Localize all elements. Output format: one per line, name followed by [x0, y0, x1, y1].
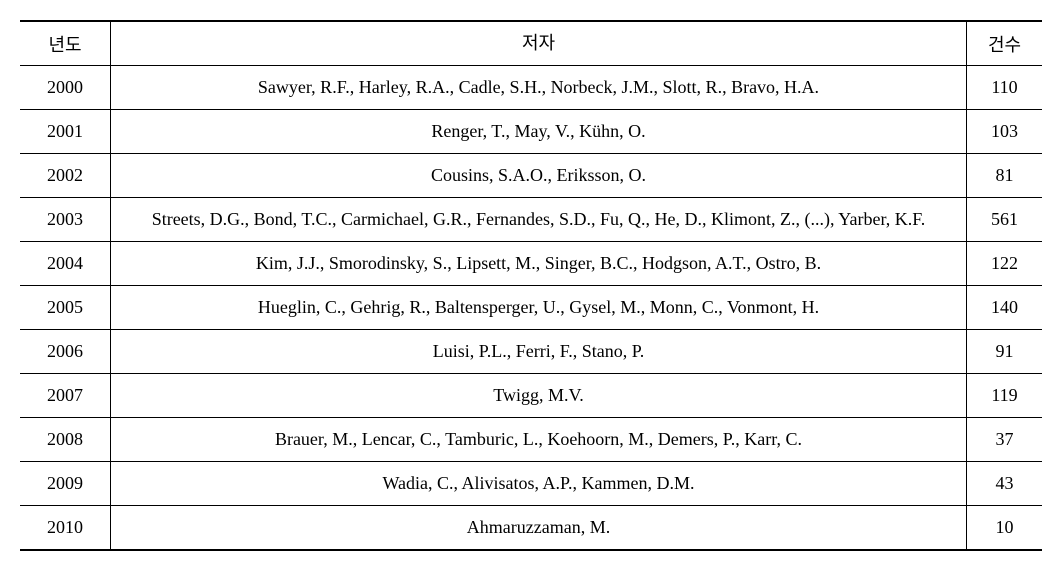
- cell-year: 2004: [20, 242, 111, 286]
- cell-count: 561: [967, 198, 1043, 242]
- table-row: 2007 Twigg, M.V. 119: [20, 374, 1042, 418]
- table-row: 2001 Renger, T., May, V., Kühn, O. 103: [20, 110, 1042, 154]
- cell-count: 10: [967, 506, 1043, 551]
- cell-year: 2009: [20, 462, 111, 506]
- cell-count: 122: [967, 242, 1043, 286]
- table-row: 2003 Streets, D.G., Bond, T.C., Carmicha…: [20, 198, 1042, 242]
- cell-year: 2001: [20, 110, 111, 154]
- header-year: 년도: [20, 21, 111, 66]
- header-author: 저자: [111, 21, 967, 66]
- cell-author: Brauer, M., Lencar, C., Tamburic, L., Ko…: [111, 418, 967, 462]
- cell-count: 43: [967, 462, 1043, 506]
- table-row: 2000 Sawyer, R.F., Harley, R.A., Cadle, …: [20, 66, 1042, 110]
- table-row: 2010 Ahmaruzzaman, M. 10: [20, 506, 1042, 551]
- header-count: 건수: [967, 21, 1043, 66]
- cell-author: Cousins, S.A.O., Eriksson, O.: [111, 154, 967, 198]
- data-table: 년도 저자 건수 2000 Sawyer, R.F., Harley, R.A.…: [20, 20, 1042, 551]
- cell-year: 2006: [20, 330, 111, 374]
- cell-year: 2005: [20, 286, 111, 330]
- cell-count: 119: [967, 374, 1043, 418]
- table-row: 2004 Kim, J.J., Smorodinsky, S., Lipsett…: [20, 242, 1042, 286]
- table-row: 2008 Brauer, M., Lencar, C., Tamburic, L…: [20, 418, 1042, 462]
- cell-author: Streets, D.G., Bond, T.C., Carmichael, G…: [111, 198, 967, 242]
- table-header-row: 년도 저자 건수: [20, 21, 1042, 66]
- cell-author: Hueglin, C., Gehrig, R., Baltensperger, …: [111, 286, 967, 330]
- cell-author: Ahmaruzzaman, M.: [111, 506, 967, 551]
- cell-author: Wadia, C., Alivisatos, A.P., Kammen, D.M…: [111, 462, 967, 506]
- table-row: 2002 Cousins, S.A.O., Eriksson, O. 81: [20, 154, 1042, 198]
- cell-count: 37: [967, 418, 1043, 462]
- cell-year: 2002: [20, 154, 111, 198]
- cell-year: 2007: [20, 374, 111, 418]
- table-row: 2009 Wadia, C., Alivisatos, A.P., Kammen…: [20, 462, 1042, 506]
- cell-year: 2010: [20, 506, 111, 551]
- cell-count: 103: [967, 110, 1043, 154]
- table-row: 2005 Hueglin, C., Gehrig, R., Baltensper…: [20, 286, 1042, 330]
- cell-author: Kim, J.J., Smorodinsky, S., Lipsett, M.,…: [111, 242, 967, 286]
- cell-count: 110: [967, 66, 1043, 110]
- cell-count: 81: [967, 154, 1043, 198]
- cell-author: Twigg, M.V.: [111, 374, 967, 418]
- cell-count: 140: [967, 286, 1043, 330]
- table-row: 2006 Luisi, P.L., Ferri, F., Stano, P. 9…: [20, 330, 1042, 374]
- cell-count: 91: [967, 330, 1043, 374]
- cell-author: Luisi, P.L., Ferri, F., Stano, P.: [111, 330, 967, 374]
- cell-year: 2000: [20, 66, 111, 110]
- cell-year: 2003: [20, 198, 111, 242]
- cell-author: Sawyer, R.F., Harley, R.A., Cadle, S.H.,…: [111, 66, 967, 110]
- cell-year: 2008: [20, 418, 111, 462]
- cell-author: Renger, T., May, V., Kühn, O.: [111, 110, 967, 154]
